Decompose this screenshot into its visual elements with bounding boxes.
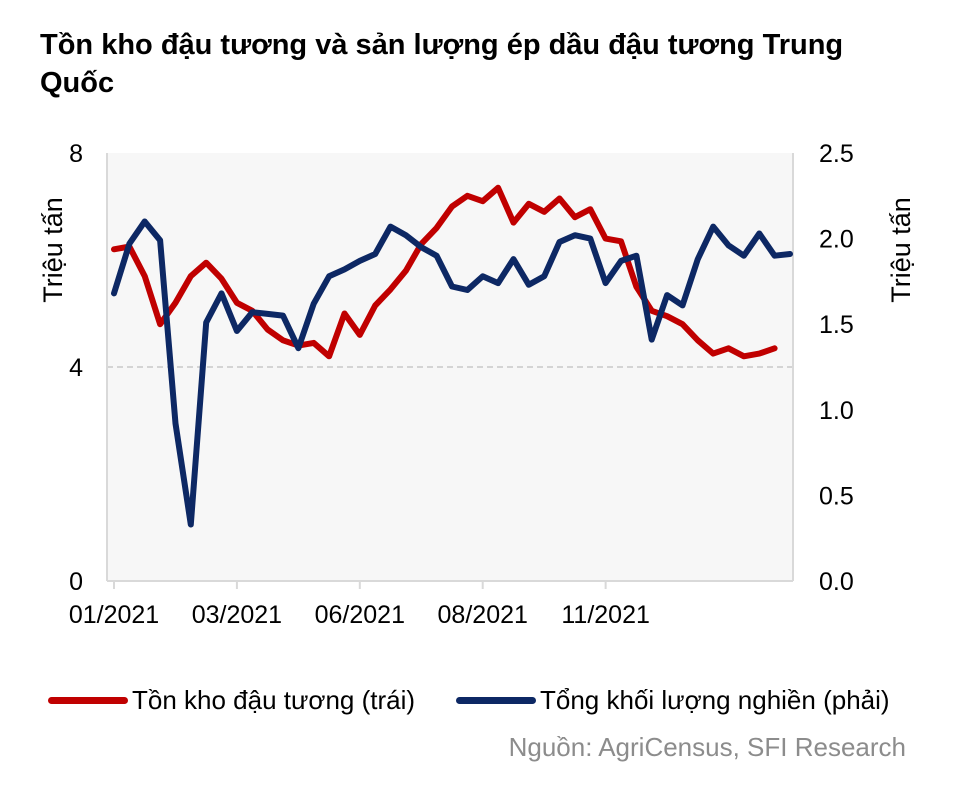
right-tick-label: 0.5	[819, 482, 854, 510]
x-tick-label: 01/2021	[69, 601, 159, 629]
right-axis-title: Triệu tấn	[886, 197, 916, 303]
x-axis-ticks: 01/2021 03/2021 06/2021 08/2021 11/2021	[69, 581, 650, 629]
right-tick-label: 1.5	[819, 311, 854, 339]
x-tick-label: 03/2021	[192, 601, 282, 629]
legend: Tồn kho đậu tương (trái) Tổng khối lượng…	[48, 682, 948, 718]
left-tick-label: 8	[69, 140, 83, 168]
legend-item-crush: Tổng khối lượng nghiền (phải)	[456, 682, 890, 718]
legend-label-crush: Tổng khối lượng nghiền (phải)	[540, 684, 890, 715]
right-tick-label: 2.5	[819, 140, 854, 168]
right-tick-label: 0.0	[819, 568, 854, 596]
plot-frame	[106, 153, 794, 582]
x-tick-label: 11/2021	[561, 601, 650, 629]
left-tick-label: 0	[69, 568, 83, 596]
legend-swatch-crush	[456, 696, 536, 704]
chart-title: Tồn kho đậu tương và sản lượng ép dầu đậ…	[40, 29, 844, 99]
legend-swatch-inventory	[48, 696, 128, 704]
series-layer	[111, 184, 793, 528]
source-note: Nguồn: AgriCensus, SFI Research	[508, 732, 906, 762]
left-tick-label: 4	[69, 354, 83, 382]
legend-label-inventory: Tồn kho đậu tương (trái)	[132, 684, 416, 715]
x-tick-label: 08/2021	[438, 601, 528, 629]
legend-item-inventory: Tồn kho đậu tương (trái)	[48, 682, 415, 718]
left-axis-title: Triệu tấn	[38, 197, 68, 303]
right-tick-label: 2.0	[819, 226, 854, 254]
left-axis-ticks: 0 4 8	[69, 140, 83, 596]
series-line-0	[111, 184, 778, 360]
x-tick-label: 06/2021	[315, 601, 405, 629]
series-line-1	[111, 218, 793, 528]
right-tick-label: 1.0	[819, 397, 854, 425]
right-axis-ticks: 0.0 0.5 1.0 1.5 2.0 2.5	[819, 140, 854, 596]
